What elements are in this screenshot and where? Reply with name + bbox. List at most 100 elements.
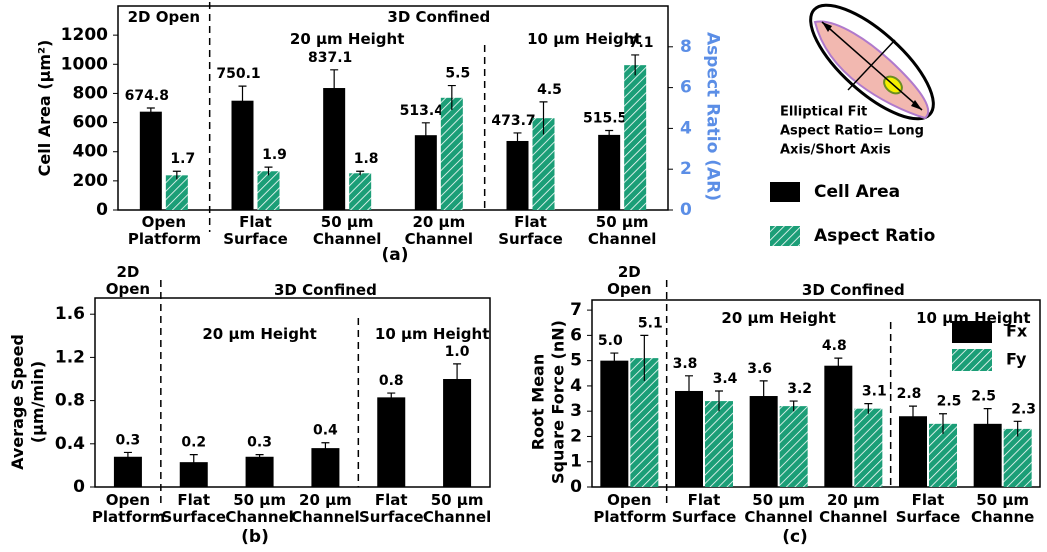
region-label: 3D Confined bbox=[801, 281, 905, 299]
x-tick-label: 50 µm Channel bbox=[312, 213, 382, 248]
bar bbox=[443, 379, 472, 487]
error-bar bbox=[123, 451, 132, 462]
bar bbox=[598, 134, 621, 210]
error-bar bbox=[1013, 420, 1022, 437]
y-tick-label: 400 bbox=[73, 142, 109, 162]
x-tick-label: 50 µm Channel bbox=[587, 213, 657, 248]
panel-label: (c) bbox=[782, 527, 808, 547]
y-tick-label: 2 bbox=[570, 426, 582, 446]
annotation: Axis/Short Axis bbox=[780, 143, 891, 158]
bar bbox=[323, 88, 346, 210]
y2-tick-label: 8 bbox=[680, 37, 692, 57]
y-tick-label: 5 bbox=[570, 351, 582, 371]
error-bar bbox=[255, 454, 264, 459]
error-bar bbox=[631, 54, 640, 76]
y2-tick-label: 0 bbox=[680, 200, 692, 220]
bar bbox=[113, 456, 142, 487]
value-label: 0.4 bbox=[313, 423, 338, 439]
region-label: 3D Confined bbox=[387, 8, 491, 26]
plot-frame bbox=[591, 299, 1041, 488]
error-bar bbox=[864, 403, 873, 414]
value-label: 0.2 bbox=[181, 435, 206, 451]
x-tick-label: 20 µm Channel bbox=[819, 491, 888, 526]
bar bbox=[929, 423, 957, 487]
x-tick-label: 20 µm Channel bbox=[291, 491, 360, 526]
value-label: 4.5 bbox=[537, 82, 562, 98]
x-tick-label: 50 µm Channel bbox=[225, 491, 294, 526]
y-tick-label: 800 bbox=[73, 83, 109, 103]
x-tick-label: Open Platform bbox=[91, 491, 166, 526]
value-label: 1.0 bbox=[445, 344, 470, 360]
error-bar bbox=[421, 122, 430, 148]
annotation: Aspect Ratio= Long bbox=[780, 124, 924, 139]
bar bbox=[532, 118, 555, 210]
y-tick-label: 7 bbox=[570, 300, 582, 320]
bar bbox=[600, 360, 629, 487]
x-tick-label: Flat Surface bbox=[895, 491, 961, 526]
error-bar bbox=[387, 392, 396, 402]
panel-label: (b) bbox=[241, 527, 269, 547]
x-tick-label: Flat Surface bbox=[223, 213, 288, 248]
x-tick-label: Open Platform bbox=[127, 213, 202, 248]
y2-tick-label: 4 bbox=[680, 118, 692, 138]
legend-swatch bbox=[770, 226, 800, 246]
error-bar bbox=[715, 390, 723, 412]
bar bbox=[854, 408, 883, 487]
y-axis-label: Average Speed (µm/min) bbox=[8, 334, 47, 470]
value-label: 5.0 bbox=[598, 333, 623, 349]
y-tick-label: 1.6 bbox=[55, 304, 85, 324]
error-bar bbox=[983, 408, 992, 439]
y-tick-label: 6 bbox=[570, 325, 582, 345]
bar bbox=[705, 401, 733, 487]
y-tick-label: 1000 bbox=[61, 54, 108, 74]
y2-tick-label: 2 bbox=[680, 159, 692, 179]
error-bar bbox=[685, 375, 693, 407]
subregion-label: 20 µm Height bbox=[202, 325, 317, 343]
value-label: 3.6 bbox=[747, 361, 772, 377]
y2-tick-label: 6 bbox=[680, 78, 692, 98]
legend-label: Aspect Ratio bbox=[814, 226, 935, 246]
bar bbox=[899, 416, 927, 487]
value-label: 750.1 bbox=[216, 66, 260, 82]
value-label: 4.8 bbox=[822, 338, 847, 354]
error-bar bbox=[321, 442, 330, 454]
x-tick-label: Flat Surface bbox=[161, 491, 227, 526]
region-label: 2D Open bbox=[127, 8, 201, 26]
y-tick-label: 0.4 bbox=[55, 434, 85, 454]
error-bar bbox=[330, 69, 339, 107]
x-tick-label: Flat Surface bbox=[671, 491, 737, 526]
value-label: 7.1 bbox=[629, 35, 654, 51]
plot-frame bbox=[117, 5, 669, 211]
value-label: 0.3 bbox=[116, 432, 141, 448]
value-label: 0.3 bbox=[247, 435, 272, 451]
legend-label: Fx bbox=[1006, 322, 1028, 341]
value-label: 2.3 bbox=[1011, 401, 1036, 417]
bar bbox=[440, 97, 463, 210]
bar bbox=[311, 448, 340, 487]
error-bar bbox=[909, 405, 917, 427]
subregion-label: 20 µm Height bbox=[721, 309, 836, 327]
error-bar bbox=[834, 357, 843, 374]
y-axis-label: Root Mean Square Force (nN) bbox=[528, 320, 567, 484]
bar bbox=[1003, 428, 1032, 487]
legend-swatch bbox=[952, 321, 992, 343]
value-label: 837.1 bbox=[308, 50, 352, 66]
region-label: 2D Open bbox=[607, 263, 652, 298]
error-bar bbox=[605, 129, 614, 140]
value-label: 3.8 bbox=[673, 356, 698, 372]
region-label: 2D Open bbox=[105, 263, 151, 298]
bar bbox=[231, 100, 254, 210]
error-bar bbox=[238, 85, 247, 116]
value-label: 5.1 bbox=[638, 315, 663, 331]
error-bar bbox=[356, 170, 365, 176]
value-label: 3.2 bbox=[787, 381, 812, 397]
bar bbox=[139, 111, 162, 210]
value-label: 3.4 bbox=[713, 371, 738, 387]
y-tick-label: 3 bbox=[570, 401, 582, 421]
legend-label: Cell Area bbox=[814, 182, 900, 202]
x-tick-label: Flat Surface bbox=[498, 213, 563, 248]
value-label: 513.4 bbox=[400, 103, 445, 119]
x-tick-label: 20 µm Channel bbox=[404, 213, 474, 248]
